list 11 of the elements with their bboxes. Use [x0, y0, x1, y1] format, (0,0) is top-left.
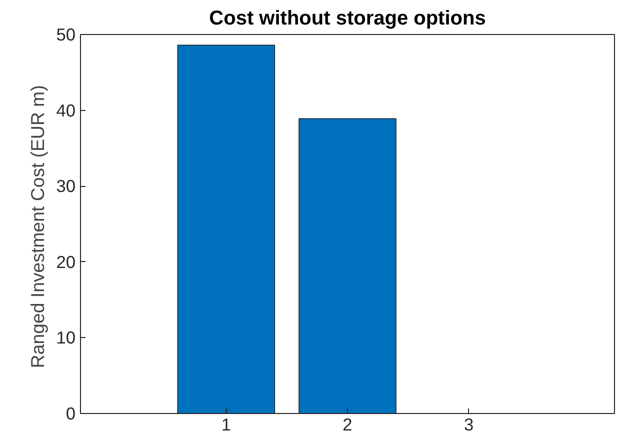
y-tick-label: 30	[56, 176, 76, 196]
chart-title: Cost without storage options	[209, 8, 486, 30]
y-tick-label: 0	[66, 404, 76, 424]
y-tick-label: 10	[56, 328, 76, 348]
y-tick-label: 50	[56, 24, 76, 44]
x-tick-label: 3	[464, 414, 474, 434]
y-tick-label: 20	[56, 252, 76, 272]
x-tick-label: 2	[342, 414, 352, 434]
x-tick-label: 1	[221, 414, 231, 434]
y-tick-label: 40	[56, 100, 76, 120]
y-axis-title: Ranged Investment Cost (EUR m)	[27, 85, 48, 368]
